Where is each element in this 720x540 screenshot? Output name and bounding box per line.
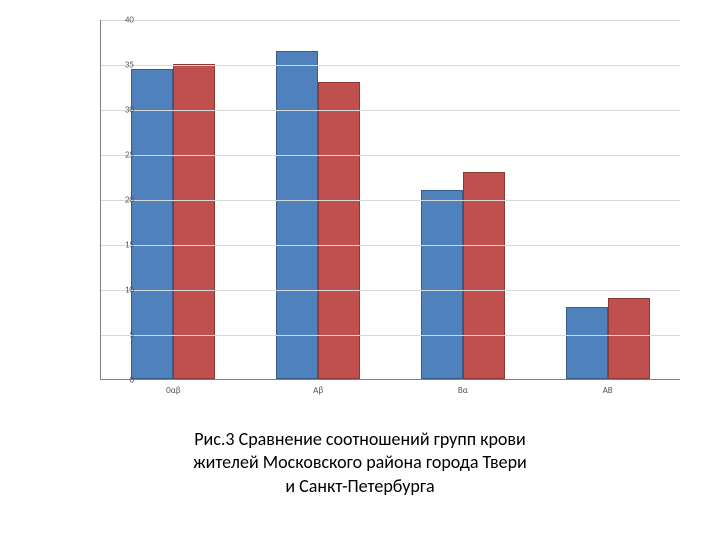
xtick-label: AB	[535, 379, 680, 396]
xtick-label: Bα	[391, 379, 536, 396]
bar	[276, 51, 318, 380]
ytick-label: 0	[104, 375, 134, 386]
bar	[131, 69, 173, 380]
gridline	[101, 335, 680, 336]
gridline	[101, 20, 680, 21]
ytick-label: 15	[104, 240, 134, 251]
bar	[608, 298, 650, 379]
caption-line: и Санкт-Петербурга	[0, 475, 720, 498]
gridline	[101, 155, 680, 156]
ytick-label: 25	[104, 150, 134, 161]
ytick-label: 30	[104, 105, 134, 116]
plot-area: 0αβAβBαAB	[100, 20, 680, 380]
ytick-label: 35	[104, 60, 134, 71]
xtick-label: Aβ	[246, 379, 391, 396]
gridline	[101, 245, 680, 246]
gridline	[101, 290, 680, 291]
bar	[463, 172, 505, 379]
chart-container: 0αβAβBαAB 0 5 10 15 20 25 30 35 40 Рис.3 Сравнен…	[0, 0, 720, 540]
ytick-label: 5	[104, 330, 134, 341]
ytick-label: 10	[104, 285, 134, 296]
chart-caption: Рис.3 Сравнение соотношений групп крови …	[0, 428, 720, 498]
gridline	[101, 200, 680, 201]
gridline	[101, 110, 680, 111]
bar	[566, 307, 608, 379]
bar	[421, 190, 463, 379]
ytick-label: 40	[104, 15, 134, 26]
caption-line: Рис.3 Сравнение соотношений групп крови	[0, 428, 720, 451]
bar	[173, 64, 215, 379]
caption-line: жителей Московского района города Твери	[0, 451, 720, 474]
ytick-label: 20	[104, 195, 134, 206]
gridline	[101, 65, 680, 66]
plot-outer: 0αβAβBαAB 0510152025303540	[60, 20, 680, 400]
